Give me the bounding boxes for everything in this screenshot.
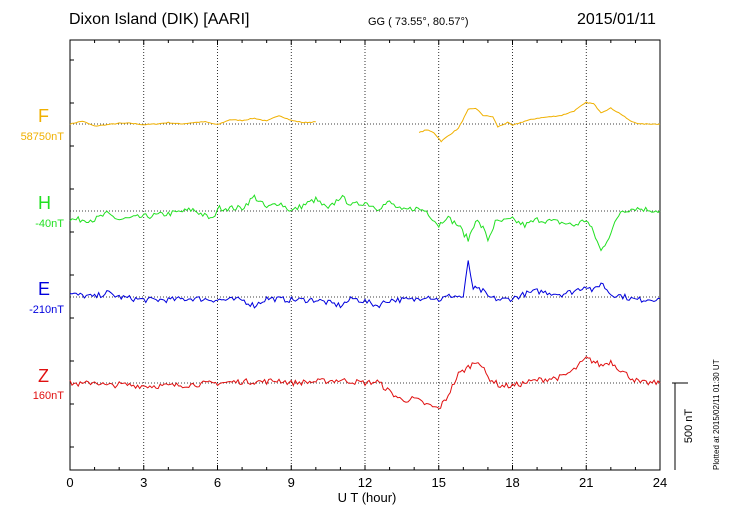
series-traces <box>69 101 661 409</box>
series-E-line <box>69 260 661 309</box>
component-letter-H: H <box>38 193 51 213</box>
x-tick-label: 15 <box>432 475 446 490</box>
component-letter-F: F <box>38 106 49 126</box>
scale-bar-label: 500 nT <box>683 409 695 444</box>
chart-title: Dixon Island (DIK) [AARI] <box>69 11 250 28</box>
grid-lines <box>143 40 587 470</box>
x-tick-label: 6 <box>214 475 221 490</box>
plot-frame <box>69 39 661 471</box>
series-Z-line <box>69 356 661 409</box>
x-tick-label: 9 <box>288 475 295 490</box>
x-tick-label: 24 <box>653 475 667 490</box>
series-H-line <box>69 194 661 252</box>
component-letter-E: E <box>38 279 51 299</box>
x-axis-ticks: 0 3 6 9 12 15 18 21 24 <box>66 40 667 490</box>
scale-bar: 500 nT <box>672 382 695 470</box>
baseline-lines <box>70 123 660 384</box>
series-F-line <box>69 101 661 143</box>
x-axis-label: U T (hour) <box>338 490 397 505</box>
x-tick-label: 0 <box>66 475 73 490</box>
component-baseline-Z: 160nT <box>32 390 64 402</box>
component-baseline-F: 58750nT <box>20 131 64 143</box>
component-baseline-E: -210nT <box>29 304 64 316</box>
x-tick-label: 21 <box>579 475 593 490</box>
component-baseline-H: -40nT <box>35 218 64 230</box>
x-tick-label: 3 <box>140 475 147 490</box>
station-coordinates: GG ( 73.55°, 80.57°) <box>368 16 469 28</box>
chart-date: 2015/01/11 <box>577 11 656 28</box>
x-tick-label: 12 <box>358 475 372 490</box>
x-tick-label: 18 <box>505 475 519 490</box>
component-letter-Z: Z <box>38 366 49 386</box>
